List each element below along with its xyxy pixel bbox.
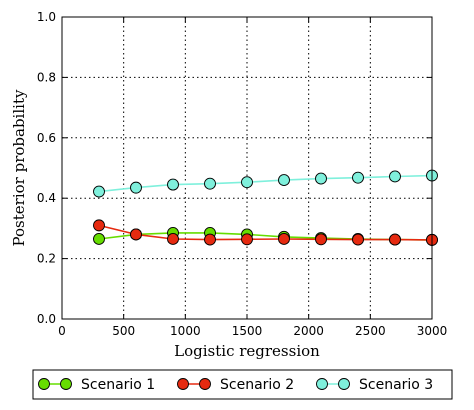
- series-1-point: [93, 233, 105, 245]
- series-3-point: [130, 181, 142, 194]
- legend-series-2-marker: [177, 378, 189, 390]
- legend-series-3-marker: [316, 378, 328, 390]
- y-tick-label: 1.0: [37, 10, 56, 24]
- series-2-point: [130, 228, 142, 241]
- x-tick-label: 0: [58, 324, 66, 338]
- series-3-point: [204, 177, 216, 190]
- legend-series-1-label: Scenario 1: [81, 377, 155, 393]
- y-axis-title: Posterior probability: [10, 89, 28, 246]
- series-3-point: [352, 171, 364, 184]
- series-2-point: [93, 219, 105, 232]
- y-tick-label: 0.6: [37, 131, 56, 145]
- series-3-point: [93, 185, 105, 198]
- series-2-point: [315, 233, 327, 246]
- x-tick-label: 500: [112, 324, 135, 338]
- series-2-point: [352, 233, 364, 246]
- legend-series-1-marker: [38, 378, 50, 390]
- series-3-point: [278, 174, 290, 187]
- series-3-point: [315, 172, 327, 185]
- series-3-point: [241, 176, 253, 189]
- series-3-point: [167, 178, 179, 191]
- y-tick-label: 0.8: [37, 70, 56, 84]
- grid-lines: [62, 17, 432, 319]
- series-2-point: [167, 233, 179, 245]
- series-2-point: [204, 233, 216, 246]
- legend-box: [32, 369, 453, 400]
- x-tick-label: 3000: [417, 324, 448, 338]
- series-3-point: [389, 170, 401, 183]
- series-2-line: [98, 224, 433, 241]
- series-3-line: [98, 174, 433, 193]
- axis-ticks: 0 500 1000 1500 2000 2500 3000 0.0 0.2 0.4 0.6 0.8 1…: [37, 10, 447, 338]
- x-tick-label: 1000: [170, 324, 201, 338]
- x-tick-label: 2000: [293, 324, 324, 338]
- series-2-point: [241, 233, 253, 246]
- legend-series-1-marker: [60, 378, 72, 390]
- y-tick-label: 0.4: [37, 191, 56, 205]
- legend: Scenario 1 Scenario 2 Scenario 3: [38, 377, 433, 393]
- y-tick-label: 0.0: [37, 312, 56, 326]
- series-2-point: [389, 233, 401, 246]
- legend-series-2-label: Scenario 2: [220, 377, 294, 393]
- x-tick-label: 2500: [355, 324, 386, 338]
- series-2-point: [278, 233, 290, 245]
- y-tick-label: 0.2: [37, 252, 56, 266]
- x-axis-title: Logistic regression: [174, 342, 320, 360]
- series-layer: [93, 169, 438, 246]
- legend-series-3-marker: [338, 378, 350, 390]
- legend-series-2-marker: [199, 378, 211, 390]
- x-tick-label: 1500: [232, 324, 263, 338]
- legend-series-3-label: Scenario 3: [359, 377, 433, 393]
